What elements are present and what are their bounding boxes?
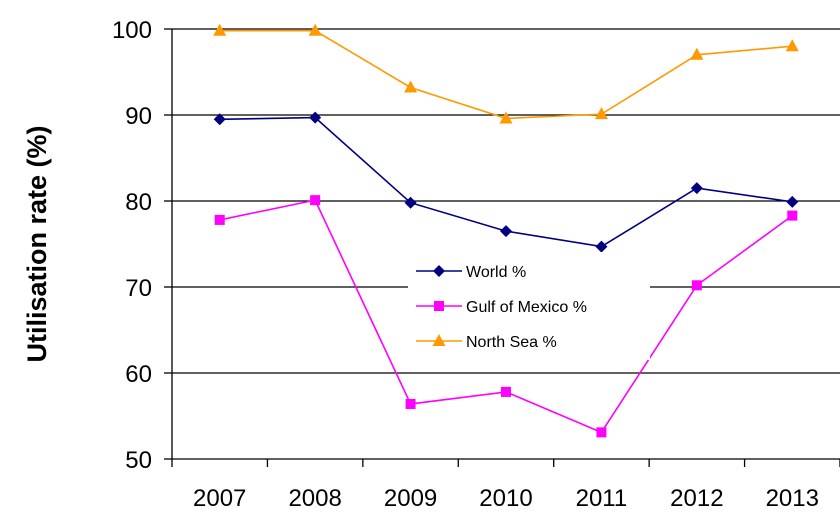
y-tick-label: 50 xyxy=(125,447,152,474)
data-point xyxy=(501,386,511,397)
legend-item: Gulf of Mexico % xyxy=(416,299,587,316)
y-tick-label: 90 xyxy=(125,103,152,130)
series-line xyxy=(219,29,793,120)
y-tick-label: 70 xyxy=(125,275,152,302)
legend-item: North Sea % xyxy=(416,334,557,351)
x-tick-label: 2009 xyxy=(384,485,437,512)
legend-marker xyxy=(434,301,444,311)
data-point xyxy=(499,111,513,124)
x-tick-label: 2007 xyxy=(193,485,246,512)
gridlines xyxy=(172,28,840,374)
data-point xyxy=(404,80,418,93)
data-point xyxy=(690,182,703,195)
series-layer xyxy=(213,23,799,438)
series-0 xyxy=(213,111,799,253)
legend-item: World % xyxy=(416,264,526,281)
data-point xyxy=(785,39,799,52)
series-1 xyxy=(214,195,798,438)
series-2 xyxy=(213,23,799,124)
y-tick-label: 80 xyxy=(125,189,152,216)
x-tick-label: 2013 xyxy=(766,485,819,512)
data-point xyxy=(214,214,225,225)
x-tick-label: 2011 xyxy=(576,485,628,512)
x-tick-label: 2008 xyxy=(288,485,341,512)
legend-marker xyxy=(433,265,445,277)
x-tick-label: 2012 xyxy=(670,485,723,512)
tick-labels: 50 60 70 80 90 100 2007 2008 2009 2010 2011 2012 201… xyxy=(112,17,819,512)
data-point xyxy=(213,23,227,36)
y-tick-label: 100 xyxy=(112,17,152,44)
data-point xyxy=(404,196,417,209)
legend-label: World % xyxy=(466,264,526,281)
data-point xyxy=(309,111,322,124)
data-point xyxy=(596,427,607,438)
data-point xyxy=(500,225,512,238)
data-point xyxy=(787,210,798,221)
legend-marker xyxy=(432,334,446,346)
data-point xyxy=(310,195,321,206)
legend: World % Gulf of Mexico % North Sea % xyxy=(408,252,650,360)
legend-label: Gulf of Mexico % xyxy=(466,299,587,316)
x-tick-label: 2010 xyxy=(479,485,532,512)
axes xyxy=(164,28,840,467)
data-point xyxy=(595,240,608,253)
data-point xyxy=(690,47,704,60)
data-point xyxy=(691,280,702,291)
data-point xyxy=(405,398,416,409)
data-point xyxy=(786,195,799,208)
legend-label: North Sea % xyxy=(466,334,557,351)
data-point xyxy=(308,23,322,36)
y-tick-label: 60 xyxy=(125,361,152,388)
data-point xyxy=(594,107,608,120)
y-axis-title: Utilisation rate (%) xyxy=(22,125,52,362)
data-point xyxy=(213,113,226,126)
